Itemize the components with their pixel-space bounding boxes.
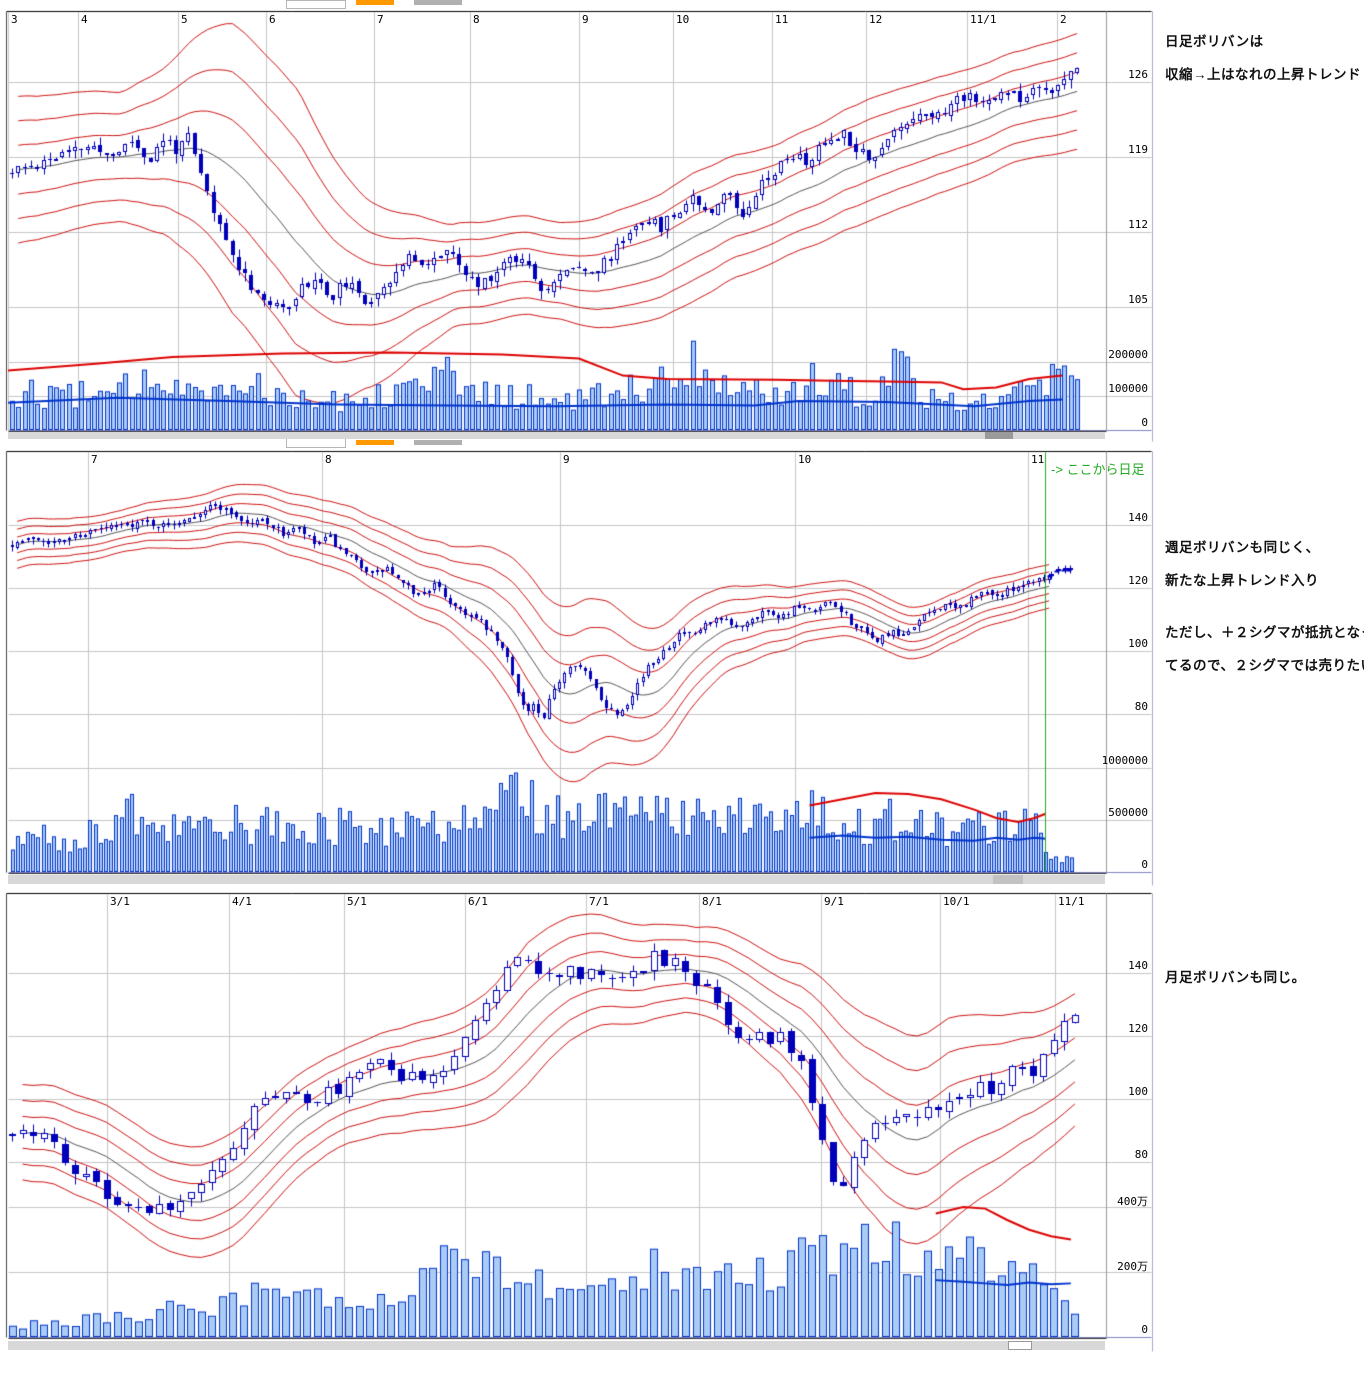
x-tick-label: 4/1: [232, 895, 252, 908]
x-tick-label: 12: [869, 13, 883, 26]
x-tick-label: 6/1: [468, 895, 488, 908]
x-tick-label: 6: [269, 13, 276, 26]
y-tick-label: 140: [1128, 511, 1148, 524]
daily-chart-scrollbar[interactable]: [8, 432, 1105, 439]
toolbar-button-fragment[interactable]: [286, 0, 346, 9]
y-tick-label: 1000000: [1101, 754, 1148, 767]
x-tick-label: 9: [582, 13, 589, 26]
daily-chart-pane[interactable]: [8, 11, 1106, 430]
weekly-marker-label: -> ここから日足: [1051, 462, 1145, 477]
y-tick-label: 0: [1141, 1323, 1148, 1336]
y-tick-label: 120: [1128, 574, 1148, 587]
monthly-chart-pane[interactable]: [8, 893, 1106, 1337]
y-tick-label: 0: [1141, 858, 1148, 871]
scrollbar-thumb[interactable]: [985, 432, 1013, 439]
monthly-chart-scrollbar[interactable]: [8, 1341, 1105, 1350]
x-tick-label: 9/1: [824, 895, 844, 908]
toolbar-button-fragment-orange[interactable]: [356, 440, 394, 445]
y-tick-label: 119: [1128, 143, 1148, 156]
x-tick-label: 11: [775, 13, 789, 26]
daily-annotation-line1: 日足ボリバンは: [1165, 34, 1264, 49]
weekly-chart-scrollbar[interactable]: [8, 875, 1105, 884]
x-tick-label: 10: [798, 453, 812, 466]
x-tick-label: 7: [377, 13, 384, 26]
toolbar-button-fragment[interactable]: [286, 438, 346, 448]
weekly-annotation-line2: 新たな上昇トレンド入り: [1165, 573, 1319, 588]
x-tick-label: 2: [1060, 13, 1067, 26]
y-tick-label: 126: [1128, 68, 1148, 81]
x-tick-label: 3/1: [110, 895, 130, 908]
weekly-annotation-line4: てるので、２シグマでは売りたい: [1165, 658, 1364, 673]
x-tick-label: 4: [81, 13, 88, 26]
scrollbar-thumb[interactable]: [1008, 1341, 1032, 1350]
y-tick-label: 105: [1128, 293, 1148, 306]
y-tick-label: 100: [1128, 1085, 1148, 1098]
x-tick-label: 7: [91, 453, 98, 466]
y-tick-label: 112: [1128, 218, 1148, 231]
y-tick-label: 200000: [1108, 348, 1148, 361]
x-tick-label: 5: [181, 13, 188, 26]
y-tick-label: 400万: [1117, 1195, 1148, 1208]
y-tick-label: 100000: [1108, 382, 1148, 395]
daily-annotation-line2: 収縮→上はなれの上昇トレンド: [1165, 67, 1361, 82]
y-tick-label: 500000: [1108, 806, 1148, 819]
y-tick-label: 140: [1128, 959, 1148, 972]
x-tick-label: 11: [1031, 453, 1045, 466]
y-tick-label: 0: [1141, 416, 1148, 429]
x-tick-label: 10/1: [943, 895, 970, 908]
y-tick-label: 120: [1128, 1022, 1148, 1035]
y-tick-label: 200万: [1117, 1260, 1148, 1273]
toolbar-button-fragment-orange[interactable]: [356, 0, 394, 5]
x-tick-label: 11/1: [970, 13, 997, 26]
toolbar-button-fragment-gray[interactable]: [414, 440, 462, 445]
weekly-annotation-line3: ただし、＋２シグマが抵抗となっ: [1165, 625, 1364, 640]
monthly-annotation-line1: 月足ボリバンも同じ。: [1165, 970, 1306, 985]
x-tick-label: 11/1: [1058, 895, 1085, 908]
x-tick-label: 8/1: [702, 895, 722, 908]
x-tick-label: 5/1: [347, 895, 367, 908]
x-tick-label: 3: [11, 13, 18, 26]
x-tick-label: 8: [325, 453, 332, 466]
y-tick-label: 100: [1128, 637, 1148, 650]
y-tick-label: 80: [1134, 1148, 1148, 1161]
x-tick-label: 9: [563, 453, 570, 466]
x-tick-label: 8: [473, 13, 480, 26]
toolbar-button-fragment-gray[interactable]: [414, 0, 462, 5]
y-tick-label: 80: [1134, 700, 1148, 713]
x-tick-label: 10: [676, 13, 690, 26]
weekly-chart-pane[interactable]: [8, 451, 1106, 872]
scrollbar-thumb[interactable]: [993, 875, 1023, 884]
x-tick-label: 7/1: [589, 895, 609, 908]
weekly-annotation-line1: 週足ボリバンも同じく、: [1165, 540, 1320, 555]
